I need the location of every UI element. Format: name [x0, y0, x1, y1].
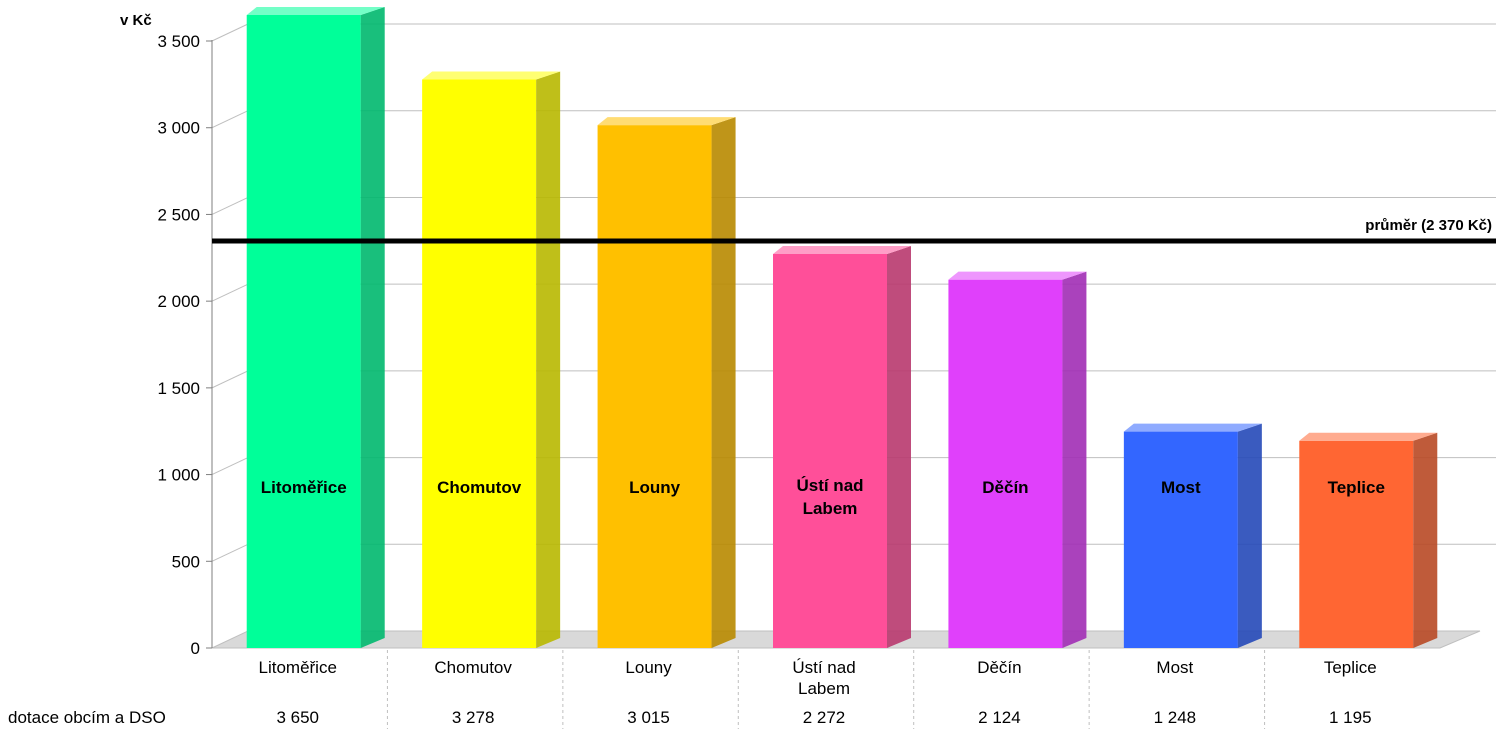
x-tick-label: Louny [625, 658, 672, 677]
bar-side [1062, 271, 1087, 648]
bar-inner-label: Litoměřice [261, 478, 347, 497]
data-table-value: 2 272 [803, 708, 846, 727]
x-tick-label-line: Litoměřice [259, 658, 337, 677]
bar-side [711, 117, 736, 649]
gridline-depth [211, 457, 249, 476]
bar-top [597, 117, 736, 126]
bar-inner-label-line: Louny [629, 478, 681, 497]
gridline-depth [211, 110, 249, 129]
bar-group: Louny [597, 117, 736, 649]
bar-inner-label: Louny [629, 478, 681, 497]
bar-top [948, 271, 1087, 280]
bar-group: Chomutov [422, 71, 561, 648]
x-tick-label-line: Děčín [977, 658, 1021, 677]
y-tick-label: 0 [191, 639, 200, 658]
x-tick-label-line: Labem [798, 679, 850, 698]
gridline-depth [211, 196, 249, 215]
y-tick-label: 3 000 [157, 119, 200, 138]
y-tick-label: 1 000 [157, 466, 200, 485]
bar-top [1123, 423, 1262, 432]
x-tick-label: Chomutov [434, 658, 512, 677]
x-tick-label-line: Most [1156, 658, 1193, 677]
gridline-depth [211, 23, 249, 42]
data-table-value: 2 124 [978, 708, 1021, 727]
y-tick-label: 3 500 [157, 32, 200, 51]
data-table-value: 1 248 [1154, 708, 1197, 727]
bar-inner-label-line: Litoměřice [261, 478, 347, 497]
x-tick-label-line: Chomutov [434, 658, 512, 677]
y-tick-label: 2 500 [157, 205, 200, 224]
gridline-depth [211, 543, 249, 562]
data-table-value: 3 650 [276, 708, 319, 727]
y-tick-label: 2 000 [157, 292, 200, 311]
bar-top [773, 245, 911, 254]
bar-inner-label-line: Chomutov [437, 478, 522, 497]
x-tick-label: Děčín [977, 658, 1021, 677]
data-table-value: 1 195 [1329, 708, 1372, 727]
bar-side [360, 7, 385, 648]
x-tick-label: Teplice [1324, 658, 1377, 677]
bar-inner-label-line: Děčín [982, 478, 1028, 497]
gridline-depth [211, 370, 249, 389]
bar-group: Děčín [948, 271, 1087, 648]
x-tick-label-line: Ústí nad [792, 658, 855, 677]
bar-inner-label: Chomutov [437, 478, 522, 497]
bar-top [246, 7, 385, 15]
gridline-depth [211, 283, 249, 302]
average-label: průměr (2 370 Kč) [1365, 217, 1492, 234]
x-tick-label-line: Teplice [1324, 658, 1377, 677]
data-table-value: 3 278 [452, 708, 495, 727]
x-tick-label: Most [1156, 658, 1193, 677]
bar-inner-label-line: Most [1161, 478, 1201, 497]
bar [948, 279, 1063, 648]
bar [597, 125, 712, 649]
bar [773, 253, 887, 648]
bar-inner-label-line: Labem [803, 499, 858, 518]
bar [1299, 440, 1414, 648]
x-tick-label: Ústí nad Labem [792, 658, 855, 698]
bar [246, 15, 361, 648]
x-tick-label: Litoměřice [259, 658, 337, 677]
bar-top [422, 71, 561, 80]
data-table-value: 3 015 [627, 708, 670, 727]
bar-inner-label: Most [1161, 478, 1201, 497]
bar-inner-label: Ústí nad Labem [796, 476, 863, 518]
bar-side [536, 71, 561, 648]
bar-side [887, 245, 911, 648]
bar-group: Litoměřice [246, 7, 385, 648]
bar [1123, 431, 1238, 648]
y-tick-label: 500 [172, 552, 200, 571]
x-tick-label-line: Louny [625, 658, 672, 677]
bar [422, 79, 537, 648]
bar-inner-label: Děčín [982, 478, 1028, 497]
bar-side [1237, 423, 1262, 648]
y-tick-label: 1 500 [157, 379, 200, 398]
bar-group: Teplice [1299, 432, 1438, 648]
bar-inner-label: Teplice [1328, 478, 1385, 497]
bar-top [1299, 432, 1438, 441]
bar-inner-label-line: Ústí nad [796, 476, 863, 495]
bar-inner-label-line: Teplice [1328, 478, 1385, 497]
bar-side [1413, 432, 1438, 648]
bar-group: Ústí nad Labem [773, 245, 911, 648]
bar-group: Most [1123, 423, 1262, 648]
data-table-row-label: dotace obcím a DSO [8, 708, 166, 727]
y-axis-unit-label: v Kč [120, 12, 152, 29]
